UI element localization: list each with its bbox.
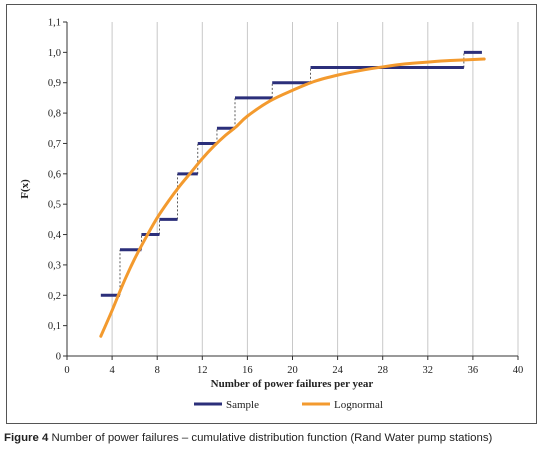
y-tick-label: 1,1 — [48, 18, 61, 29]
x-tick-label: 16 — [242, 365, 253, 376]
legend: Sample Lognormal — [194, 399, 383, 411]
caption-text: Number of power failures – cumulative di… — [51, 432, 493, 444]
legend-label-sample: Sample — [226, 399, 259, 411]
x-tick-label: 40 — [513, 365, 524, 376]
chart: 0 4 8 12 16 20 24 28 32 36 40 00,10,20,30,40,50,60… — [19, 18, 523, 412]
series-lognormal — [99, 57, 486, 338]
y-tick-label: 0,9 — [48, 78, 61, 89]
x-tick-label: 24 — [332, 365, 343, 376]
legend-label-lognormal: Lognormal — [334, 399, 383, 411]
y-tick-label: 0,1 — [48, 321, 61, 332]
y-tick-label: 1,0 — [48, 48, 61, 59]
y-tick-label: 0,7 — [48, 139, 61, 150]
y-ticks: 0 0,1 0,2 0,3 0,4 0,5 0,6 0,7 0,8 0,9 1,0 1,1 — [48, 18, 67, 363]
x-tick-label: 12 — [197, 365, 208, 376]
x-tick-label: 28 — [377, 365, 388, 376]
x-tick-label: 4 — [109, 365, 115, 376]
lognormal-curve — [99, 57, 486, 338]
y-axis-label: F(x) — [19, 179, 31, 199]
y-tick-label: 0,2 — [48, 291, 61, 302]
x-tick-label: 8 — [155, 365, 160, 376]
grid — [111, 22, 519, 356]
y-tick-label: 0,5 — [48, 200, 61, 211]
x-tick-label: 36 — [468, 365, 479, 376]
x-tick-label: 32 — [423, 365, 434, 376]
figure-caption: Figure 4 Number of power failures – cumu… — [4, 432, 544, 444]
chart-frame — [6, 4, 537, 424]
x-axis-label: Number of power failures per year — [211, 378, 374, 390]
y-tick-label: 0,8 — [48, 109, 61, 120]
x-tick-label: 0 — [64, 365, 69, 376]
y-tick-label: 0 — [56, 352, 61, 363]
y-tick-label: 0,3 — [48, 260, 61, 271]
y-tick-label: 0,6 — [48, 169, 61, 180]
series-sample — [100, 50, 482, 297]
y-tick-label: 0,4 — [48, 230, 62, 241]
x-tick-label: 20 — [287, 365, 298, 376]
x-ticks: 0 4 8 12 16 20 24 28 32 36 40 — [64, 356, 523, 376]
caption-lead: Figure 4 — [4, 432, 49, 444]
